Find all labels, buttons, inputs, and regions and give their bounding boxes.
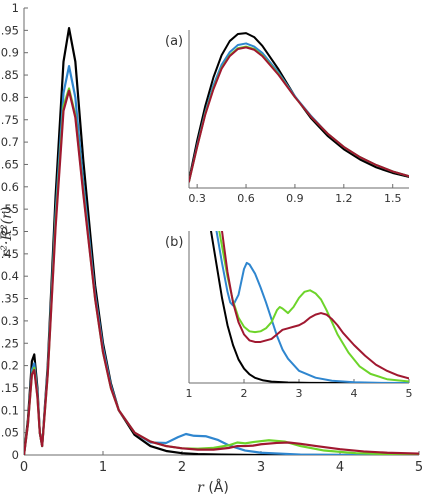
inset-b-series-3-line: [221, 231, 409, 380]
inset-b-series-group: [210, 231, 409, 383]
main-y-tick-label: 0.45: [0, 247, 19, 261]
inset-b-panel-label: (b): [165, 235, 183, 250]
inset-b-series-1-line: [215, 231, 409, 383]
inset-a-x-tick-label: 0.6: [237, 192, 255, 205]
main-x-tick-label: 1: [99, 460, 107, 475]
inset-b-series-0-line: [210, 231, 409, 383]
main-y-tick-label: 0.6: [1, 180, 19, 194]
main-y-tick-label: 0.1: [1, 403, 19, 417]
main-y-tick-label: 0.5: [1, 225, 19, 239]
main-x-axis-title: r (Å): [197, 479, 229, 496]
main-y-tick-label: 0: [12, 448, 19, 462]
main-y-tick-label: 0.65: [0, 157, 19, 171]
main-y-tick-label: 0.05: [0, 426, 19, 440]
main-y-tick-label: 0.7: [1, 135, 19, 149]
inset-a-series-group: [189, 32, 409, 183]
main-y-tick-label: 0.8: [1, 90, 19, 104]
main-x-tick-label: 0: [20, 460, 28, 475]
main-y-tick-label: 0.75: [0, 113, 19, 127]
main-y-tick-label: 0.2: [1, 359, 19, 373]
main-y-tick-label: 0.95: [0, 23, 19, 37]
inset-b-x-tick-label: 5: [406, 387, 413, 400]
inset-a-x-tick-label: 1.2: [335, 192, 353, 205]
inset-b-x-tick-label: 1: [186, 387, 193, 400]
main-y-tick-label: 0.4: [1, 269, 19, 283]
inset-b-x-tick-label: 3: [296, 387, 303, 400]
main-y-tick-label: 0.15: [0, 381, 19, 395]
inset-a-series-0-line: [189, 32, 409, 182]
main-y-tick-label: 0.9: [1, 46, 19, 60]
inset-a-panel-label: (a): [165, 34, 183, 49]
inset-a-series-3-line: [189, 46, 409, 183]
inset-a-series-1-line: [189, 42, 409, 183]
inset-a-x-tick-label: 0.3: [188, 192, 206, 205]
inset-a-x-tick-label: 1.5: [384, 192, 402, 205]
inset-b-plot: 1 2 3 4 5 (b): [165, 231, 413, 400]
main-y-axis-title: r²·R²(r): [0, 207, 15, 258]
main-y-tick-label: 0.85: [0, 68, 19, 82]
main-y-tick-label: 0.35: [0, 292, 19, 306]
inset-a-x-tick-label: 0.9: [286, 192, 304, 205]
main-y-tick-label: 1: [12, 1, 19, 15]
main-x-tick-label: 3: [257, 460, 265, 475]
inset-b-x-tick-label: 2: [241, 387, 248, 400]
inset-b-x-tick-label: 4: [351, 387, 358, 400]
main-x-tick-label: 5: [415, 460, 423, 475]
main-series-group: [24, 27, 419, 455]
main-y-tick-label: 0.25: [0, 336, 19, 350]
main-series-3-line: [24, 89, 419, 455]
main-x-tick-label: 4: [336, 460, 344, 475]
main-y-tick-label: 0.55: [0, 202, 19, 216]
main-series-2-line: [24, 87, 419, 455]
main-y-tick-label: 0.3: [1, 314, 19, 328]
inset-b-series-2-line: [218, 231, 409, 383]
inset-a-plot: 0.3 0.6 0.9 1.2 1.5 (a): [165, 30, 409, 205]
main-x-tick-label: 2: [178, 460, 186, 475]
